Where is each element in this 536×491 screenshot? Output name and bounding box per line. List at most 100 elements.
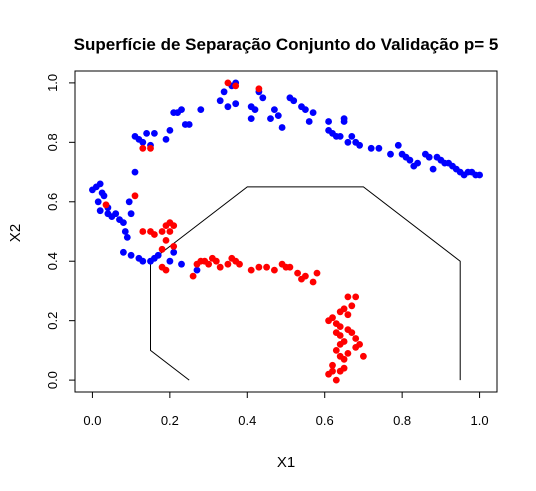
red-point xyxy=(147,144,154,152)
blue-point xyxy=(224,103,232,111)
red-point xyxy=(340,305,348,313)
red-point xyxy=(348,329,356,336)
blue-point xyxy=(290,97,298,105)
red-point xyxy=(170,243,178,250)
blue-point xyxy=(185,121,193,128)
red-point xyxy=(162,266,170,274)
y-axis-label: X2 xyxy=(7,224,24,242)
red-point xyxy=(271,266,278,274)
blue-point xyxy=(309,109,317,116)
blue-point xyxy=(367,144,375,152)
blue-point xyxy=(193,266,201,274)
red-point xyxy=(247,266,255,274)
red-point xyxy=(286,263,294,271)
red-point xyxy=(360,352,367,360)
blue-point xyxy=(251,106,259,113)
red-point xyxy=(263,263,270,271)
blue-point xyxy=(259,94,267,102)
blue-point xyxy=(476,171,483,179)
red-point xyxy=(352,335,360,342)
blue-point xyxy=(197,106,205,113)
x-tick-label: 0.8 xyxy=(393,413,411,428)
red-point xyxy=(344,293,352,301)
red-point xyxy=(309,278,317,286)
y-tick-label: 0.4 xyxy=(45,252,60,270)
y-tick-label: 0.2 xyxy=(45,312,60,330)
red-point xyxy=(255,85,263,93)
blue-point xyxy=(166,126,174,134)
red-point xyxy=(232,82,240,90)
blue-point xyxy=(425,153,433,161)
x-tick-label: 1.0 xyxy=(471,413,489,428)
red-point xyxy=(236,260,243,268)
red-point xyxy=(255,263,263,271)
blue-point xyxy=(154,251,162,259)
red-point xyxy=(294,269,301,277)
blue-point xyxy=(166,257,174,265)
blue-point xyxy=(336,133,344,140)
red-point xyxy=(170,222,178,230)
blue-point xyxy=(271,106,278,113)
x-axis-label: X1 xyxy=(277,454,295,471)
red-point xyxy=(329,367,336,375)
red-point xyxy=(340,355,348,363)
blue-point xyxy=(94,198,102,206)
red-point xyxy=(212,257,220,265)
red-point xyxy=(131,192,139,200)
blue-point xyxy=(131,168,139,176)
blue-point xyxy=(429,165,437,173)
separation-boundary-line xyxy=(150,186,461,381)
red-point xyxy=(329,314,336,322)
y-tick-label: 0.8 xyxy=(45,133,60,151)
red-point xyxy=(352,293,360,301)
red-point xyxy=(139,144,147,152)
blue-point xyxy=(127,251,135,259)
blue-point xyxy=(120,219,127,227)
blue-point xyxy=(100,192,108,200)
red-point xyxy=(162,237,170,244)
blue-point xyxy=(414,159,421,167)
red-point xyxy=(344,350,352,357)
x-tick-label: 0.6 xyxy=(316,413,334,428)
blue-point xyxy=(302,106,309,113)
red-point xyxy=(158,228,166,235)
blue-point xyxy=(278,124,286,131)
blue-point xyxy=(247,115,255,122)
y-axis: 0.0 0.2 0.4 0.6 0.8 1.0 xyxy=(45,74,76,389)
red-point xyxy=(224,260,232,268)
blue-point xyxy=(139,257,147,265)
blue-point xyxy=(178,260,185,268)
y-tick-label: 0.6 xyxy=(45,193,60,211)
x-tick-label: 0.4 xyxy=(238,413,256,428)
blue-point xyxy=(170,248,178,256)
red-point xyxy=(344,311,352,319)
blue-point xyxy=(394,141,402,149)
red-point xyxy=(336,323,344,330)
blue-point xyxy=(151,130,158,137)
blue-point xyxy=(178,106,185,113)
blue-point xyxy=(325,118,332,125)
red-point xyxy=(158,245,166,253)
blue-point xyxy=(127,210,135,218)
x-axis: 0.0 0.2 0.4 0.6 0.8 1.0 xyxy=(83,391,489,428)
red-point xyxy=(356,341,363,348)
red-point xyxy=(216,263,224,271)
blue-point xyxy=(143,130,151,137)
x-tick-label: 0.2 xyxy=(161,413,179,428)
blue-point xyxy=(220,88,228,96)
red-point xyxy=(189,272,197,280)
red-point xyxy=(329,361,336,369)
data-points xyxy=(89,79,483,384)
blue-point xyxy=(162,136,170,143)
blue-point xyxy=(120,248,127,256)
blue-point xyxy=(96,180,104,188)
blue-point xyxy=(125,198,133,206)
red-point xyxy=(313,269,321,277)
blue-point xyxy=(348,133,356,140)
blue-point xyxy=(123,234,131,241)
red-point xyxy=(205,260,213,268)
blue-point xyxy=(96,207,104,215)
red-point xyxy=(151,231,158,238)
red-point xyxy=(139,228,147,235)
